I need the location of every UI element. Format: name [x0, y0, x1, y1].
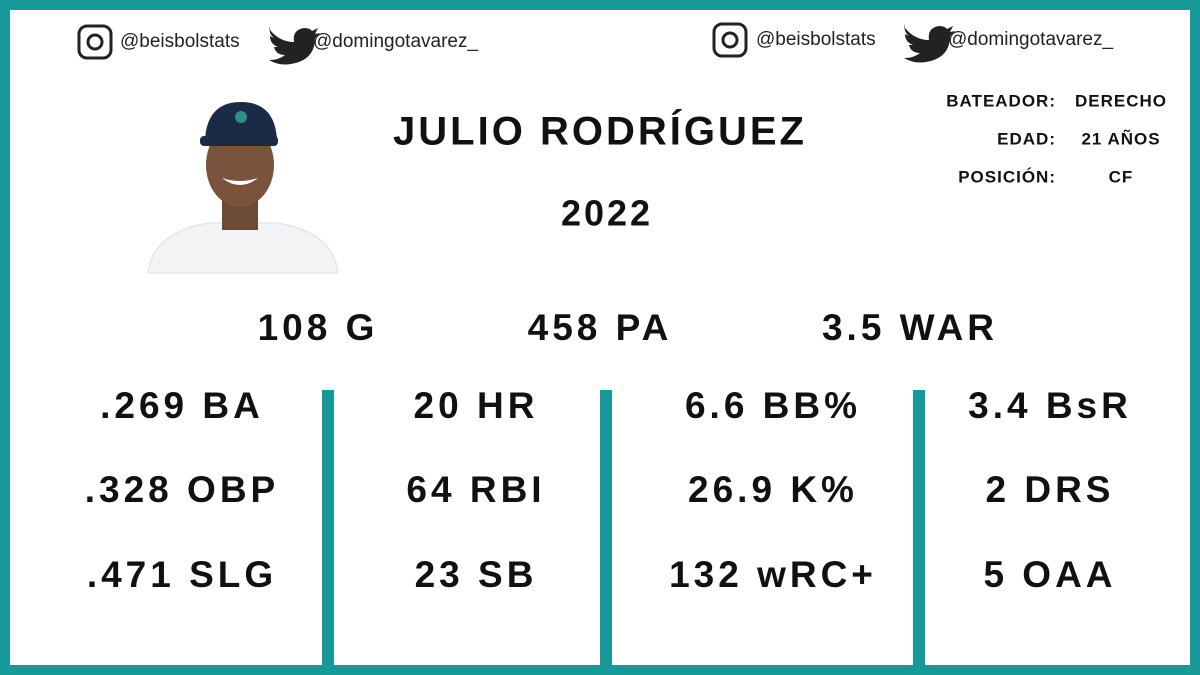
stat-value: .471 SLG: [87, 554, 277, 595]
stat-value: 26.9 K%: [688, 469, 858, 510]
info-label: POSICIÓN:: [958, 167, 1056, 186]
stat-value: 2 DRS: [986, 469, 1115, 510]
instagram-icon: [712, 22, 748, 58]
season-year: 2022: [561, 193, 653, 234]
stat-value: .328 OBP: [85, 469, 279, 510]
stat-value: 20 HR: [414, 385, 539, 426]
info-value: 21 AÑOS: [1081, 128, 1160, 148]
social-handle: @domingotavarez_: [948, 29, 1113, 50]
instagram-icon: [77, 24, 113, 60]
twitter-icon: [269, 26, 320, 65]
player-photo: [147, 102, 339, 274]
column-divider: [913, 390, 925, 665]
info-value: DERECHO: [1075, 91, 1167, 110]
social-handle: @domingotavarez_: [313, 31, 478, 52]
info-label: EDAD:: [997, 129, 1056, 148]
stat-value: 64 RBI: [406, 469, 545, 510]
stat-value: 132 wRC+: [669, 554, 877, 595]
summary-stat: 458 PA: [528, 307, 673, 348]
summary-stat: 3.5 WAR: [822, 307, 998, 348]
twitter-icon: [904, 24, 955, 63]
social-handle: @beisbolstats: [120, 31, 240, 52]
stat-value: .269 BA: [100, 385, 264, 426]
stat-value: 23 SB: [415, 554, 538, 595]
player-name: JULIO RODRÍGUEZ: [393, 109, 807, 154]
stat-value: 3.4 BsR: [968, 385, 1132, 426]
summary-stat: 108 G: [258, 307, 379, 348]
social-handle: @beisbolstats: [756, 29, 876, 50]
column-divider: [322, 390, 334, 665]
info-value: CF: [1109, 167, 1134, 186]
info-label: BATEADOR:: [946, 91, 1056, 110]
stat-value: 6.6 BB%: [685, 385, 861, 426]
stat-value: 5 OAA: [983, 554, 1116, 595]
column-divider: [600, 390, 612, 665]
